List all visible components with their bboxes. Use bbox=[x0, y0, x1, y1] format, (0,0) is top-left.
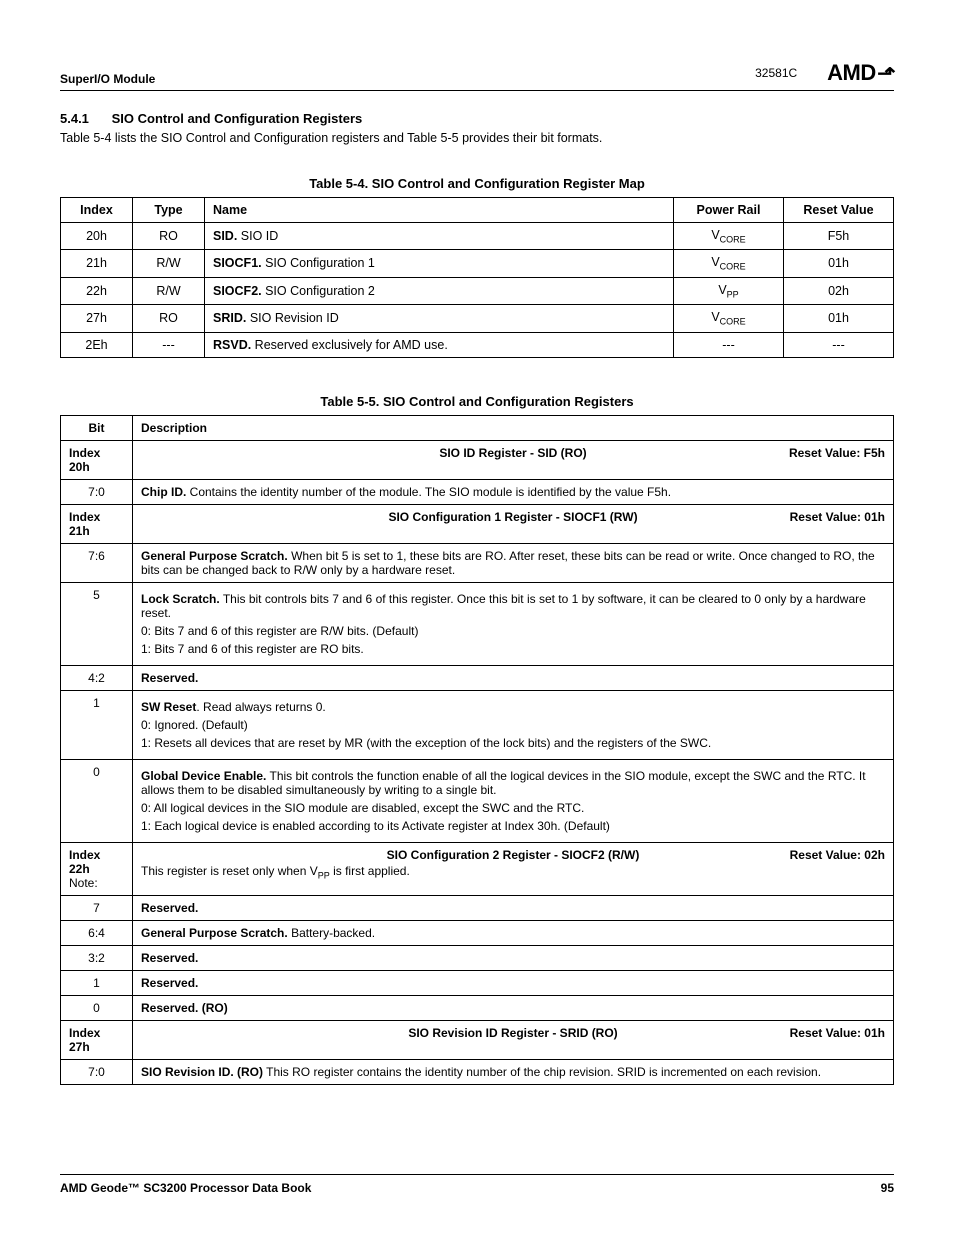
col-bit: Bit bbox=[61, 415, 133, 440]
table-row: 4:2 Reserved. bbox=[61, 665, 894, 690]
table-row: 7:0 Chip ID. Contains the identity numbe… bbox=[61, 479, 894, 504]
table-row: 21h R/W SIOCF1. SIO Configuration 1 VCOR… bbox=[61, 250, 894, 278]
section-intro-paragraph: Table 5-4 lists the SIO Control and Conf… bbox=[60, 130, 894, 148]
amd-logo: AMD⬏ bbox=[827, 60, 894, 86]
table-row: 1 Reserved. bbox=[61, 970, 894, 995]
col-index: Index bbox=[61, 197, 133, 222]
section-heading: 5.4.1 SIO Control and Configuration Regi… bbox=[60, 111, 894, 126]
table-row: 2Eh --- RSVD. Reserved exclusively for A… bbox=[61, 332, 894, 357]
col-reset: Reset Value bbox=[784, 197, 894, 222]
register-header-row: Index 22h Note: SIO Configuration 2 Regi… bbox=[61, 842, 894, 895]
reset-value: Reset Value: F5h bbox=[789, 446, 885, 460]
table-row: 6:4 General Purpose Scratch. Battery-bac… bbox=[61, 920, 894, 945]
table-row: 27h RO SRID. SIO Revision ID VCORE 01h bbox=[61, 305, 894, 333]
bit-description: Chip ID. Contains the identity number of… bbox=[133, 479, 894, 504]
section-title: SIO Control and Configuration Registers bbox=[112, 111, 363, 126]
cell-index: 20h bbox=[61, 222, 133, 250]
table-row: 1 SW Reset. Read always returns 0. 0: Ig… bbox=[61, 690, 894, 759]
header-code: 32581C bbox=[755, 66, 797, 80]
table-row: 7 Reserved. bbox=[61, 895, 894, 920]
col-power: Power Rail bbox=[674, 197, 784, 222]
table-5-4: Index Type Name Power Rail Reset Value 2… bbox=[60, 197, 894, 358]
cell-reset: F5h bbox=[784, 222, 894, 250]
page-footer: AMD Geode™ SC3200 Processor Data Book 95 bbox=[60, 1174, 894, 1195]
amd-arrow-icon: ⬏ bbox=[877, 61, 895, 86]
table-row: 5 Lock Scratch. This bit controls bits 7… bbox=[61, 582, 894, 665]
table-row: 0 Reserved. (RO) bbox=[61, 995, 894, 1020]
table-row: 7:6 General Purpose Scratch. When bit 5 … bbox=[61, 543, 894, 582]
col-name: Name bbox=[205, 197, 674, 222]
register-title-cell: SIO ID Register - SID (RO) Reset Value: … bbox=[133, 440, 894, 479]
section-number: 5.4.1 bbox=[60, 111, 108, 126]
table-row: 3:2 Reserved. bbox=[61, 945, 894, 970]
register-header-row: Index 27h SIO Revision ID Register - SRI… bbox=[61, 1020, 894, 1059]
cell-name: SID. SIO ID bbox=[205, 222, 674, 250]
footer-title: AMD Geode™ SC3200 Processor Data Book bbox=[60, 1181, 311, 1195]
table-row: 22h R/W SIOCF2. SIO Configuration 2 VPP … bbox=[61, 277, 894, 305]
cell-type: RO bbox=[133, 222, 205, 250]
table-5-5: Bit Description Index 20h SIO ID Registe… bbox=[60, 415, 894, 1085]
register-header-row: Index 20h SIO ID Register - SID (RO) Res… bbox=[61, 440, 894, 479]
index-label: Index 20h bbox=[61, 440, 133, 479]
page-number: 95 bbox=[881, 1181, 894, 1195]
register-title: SIO ID Register - SID (RO) bbox=[141, 446, 885, 460]
header-title: SuperI/O Module bbox=[60, 72, 155, 86]
table-header-row: Bit Description bbox=[61, 415, 894, 440]
bit-range: 7:0 bbox=[61, 479, 133, 504]
col-type: Type bbox=[133, 197, 205, 222]
page-header: SuperI/O Module 32581C AMD⬏ bbox=[60, 60, 894, 91]
col-desc: Description bbox=[133, 415, 894, 440]
cell-power: VCORE bbox=[674, 222, 784, 250]
table-header-row: Index Type Name Power Rail Reset Value bbox=[61, 197, 894, 222]
register-header-row: Index 21h SIO Configuration 1 Register -… bbox=[61, 504, 894, 543]
table-row: 0 Global Device Enable. This bit control… bbox=[61, 759, 894, 842]
table-row: 20h RO SID. SIO ID VCORE F5h bbox=[61, 222, 894, 250]
table-row: 7:0 SIO Revision ID. (RO) This RO regist… bbox=[61, 1059, 894, 1084]
table-5-5-caption: Table 5-5. SIO Control and Configuration… bbox=[60, 394, 894, 409]
table-5-4-caption: Table 5-4. SIO Control and Configuration… bbox=[60, 176, 894, 191]
